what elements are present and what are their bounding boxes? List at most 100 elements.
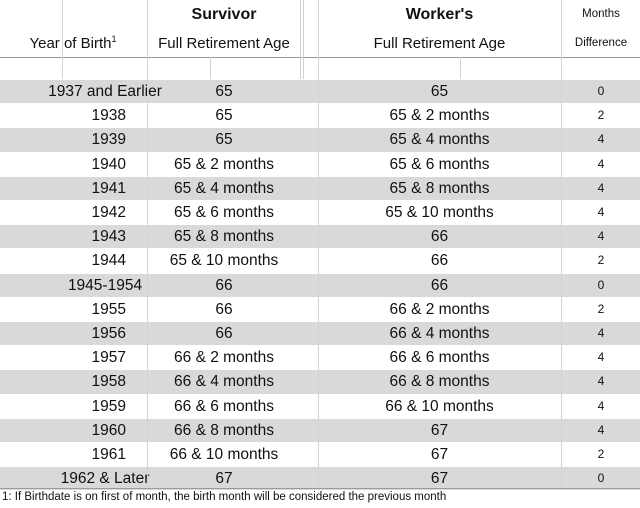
worker-age-cell: 66 & 4 months [389,325,490,342]
table-row: 1957 66 & 2 months 66 & 6 months 4 [0,345,640,369]
gridline [210,57,211,79]
year-cell: 1956 [91,325,126,342]
year-cell: 1944 [91,252,126,270]
worker-age-cell: 65 & 2 months [389,107,490,125]
survivor-age-cell: 66 & 4 months [174,373,274,391]
survivor-age-cell: 66 & 6 months [174,397,274,415]
year-cell: 1961 [91,446,126,463]
table-row: 1941 65 & 4 months 65 & 8 months 4 [0,175,640,200]
survivor-age-cell: 66 [215,276,233,294]
survivor-age-cell: 65 [215,83,233,100]
survivor-subheader: Full Retirement Age [158,35,290,52]
year-cell: 1943 [91,228,126,246]
worker-age-cell: 66 [430,276,449,294]
months-title: Months [582,8,620,20]
survivor-age-cell: 65 & 8 months [174,228,274,246]
months-difference-cell: 2 [597,447,605,461]
table-row: 1942 65 & 6 months 65 & 10 months 4 [0,200,640,224]
table-row: 1961 66 & 10 months 67 2 [0,442,640,466]
table-row: 1960 66 & 8 months 67 4 [0,417,640,442]
footnote: 1: If Birthdate is on first of month, th… [2,491,447,503]
table-row: 1943 65 & 8 months 66 4 [0,224,640,249]
year-cell: 1942 [91,204,126,221]
months-subheader: Difference [574,37,628,49]
months-difference-cell: 4 [597,422,605,437]
worker-age-cell: 66 [430,228,449,246]
gridline [62,0,63,79]
months-difference-cell: 2 [597,108,605,123]
survivor-age-cell: 66 & 2 months [174,349,274,367]
survivor-age-cell: 65 & 2 months [174,155,274,173]
survivor-age-cell: 66 [215,300,233,318]
gridline [300,0,304,79]
months-difference-cell: 2 [597,253,605,268]
table-row: 1956 66 66 & 4 months 4 [0,321,640,346]
months-difference-cell: 4 [597,326,605,340]
months-difference-cell: 4 [597,229,605,244]
year-cell: 1959 [91,397,126,415]
gridline [460,57,461,79]
worker-age-cell: 65 & 6 months [389,155,490,173]
year-cell: 1938 [91,107,126,125]
survivor-age-cell: 65 & 4 months [174,179,274,197]
year-cell: 1955 [91,300,126,318]
months-difference-cell: 4 [597,205,605,219]
worker-title: Worker's [405,6,474,23]
worker-age-cell: 65 & 4 months [389,131,490,149]
table-row: 1958 66 & 4 months 66 & 8 months 4 [0,369,640,394]
table-row: 1940 65 & 2 months 65 & 6 months 4 [0,151,640,176]
survivor-title: Survivor [191,6,257,23]
survivor-age-cell: 65 & 6 months [174,204,274,221]
survivor-age-cell: 66 & 10 months [169,446,279,463]
survivor-age-cell: 66 & 8 months [174,421,274,439]
survivor-age-cell: 65 & 10 months [169,252,279,270]
header-row-2: Year of Birth1 Full Retirement Age Full … [0,29,640,58]
header-divider [0,57,640,58]
gridline [318,0,319,488]
year-cell: 1939 [91,131,126,149]
table-row: 1939 65 65 & 4 months 4 [0,127,640,152]
months-difference-cell: 4 [597,180,605,195]
months-difference-cell: 0 [597,277,605,292]
table-row: 1955 66 66 & 2 months 2 [0,296,640,321]
survivor-age-cell: 65 [215,107,233,125]
months-difference-cell: 0 [597,84,605,98]
table-row: 1938 65 65 & 2 months 2 [0,103,640,127]
year-cell: 1960 [91,421,126,439]
months-difference-cell: 0 [597,471,605,486]
worker-age-cell: 67 [430,421,449,439]
worker-age-cell: 66 [430,252,449,270]
worker-age-cell: 65 [430,83,449,100]
footnote-marker: 1 [111,34,117,44]
worker-age-cell: 66 & 6 months [389,349,490,367]
months-difference-cell: 4 [597,350,605,365]
year-of-birth-header: Year of Birth1 [0,29,146,58]
year-cell: 1962 & Later [60,470,150,488]
year-cell: 1958 [91,373,126,391]
blank-row [0,58,640,79]
worker-age-cell: 65 & 8 months [389,179,490,197]
worker-age-cell: 65 & 10 months [385,204,494,221]
gridline [561,0,562,488]
months-difference-cell: 4 [597,156,605,171]
year-cell: 1945-1954 [67,276,143,294]
months-difference-cell: 2 [597,301,605,316]
worker-subheader: Full Retirement Age [373,35,506,52]
table-row: 1959 66 & 6 months 66 & 10 months 4 [0,393,640,418]
worker-age-cell: 67 [430,446,449,463]
header-row-1: Survivor Worker's Months [0,0,640,29]
worker-age-cell: 66 & 10 months [385,397,494,415]
worker-age-cell: 66 & 2 months [389,300,490,318]
months-difference-cell: 4 [597,132,605,147]
year-cell: 1957 [91,349,126,367]
table-row: 1945-1954 66 66 0 [0,272,640,297]
table-row: 1944 65 & 10 months 66 2 [0,248,640,272]
survivor-age-cell: 66 [215,325,233,342]
gridline [147,0,148,488]
months-difference-cell: 4 [597,398,605,413]
worker-age-cell: 67 [430,470,449,488]
footnote-divider [0,488,640,489]
table-row: 1937 and Earlier 65 65 0 [0,79,640,104]
months-difference-cell: 4 [597,374,605,389]
